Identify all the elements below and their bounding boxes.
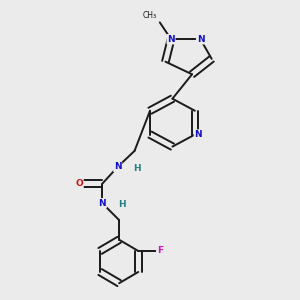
Text: CH₃: CH₃ xyxy=(143,11,157,20)
Text: O: O xyxy=(75,179,83,188)
Text: N: N xyxy=(98,199,106,208)
Text: H: H xyxy=(118,200,125,209)
Text: H: H xyxy=(133,164,141,173)
Text: F: F xyxy=(157,247,163,256)
Text: N: N xyxy=(194,130,202,139)
Text: N: N xyxy=(114,162,122,171)
Text: N: N xyxy=(167,35,175,44)
Text: N: N xyxy=(197,35,204,44)
